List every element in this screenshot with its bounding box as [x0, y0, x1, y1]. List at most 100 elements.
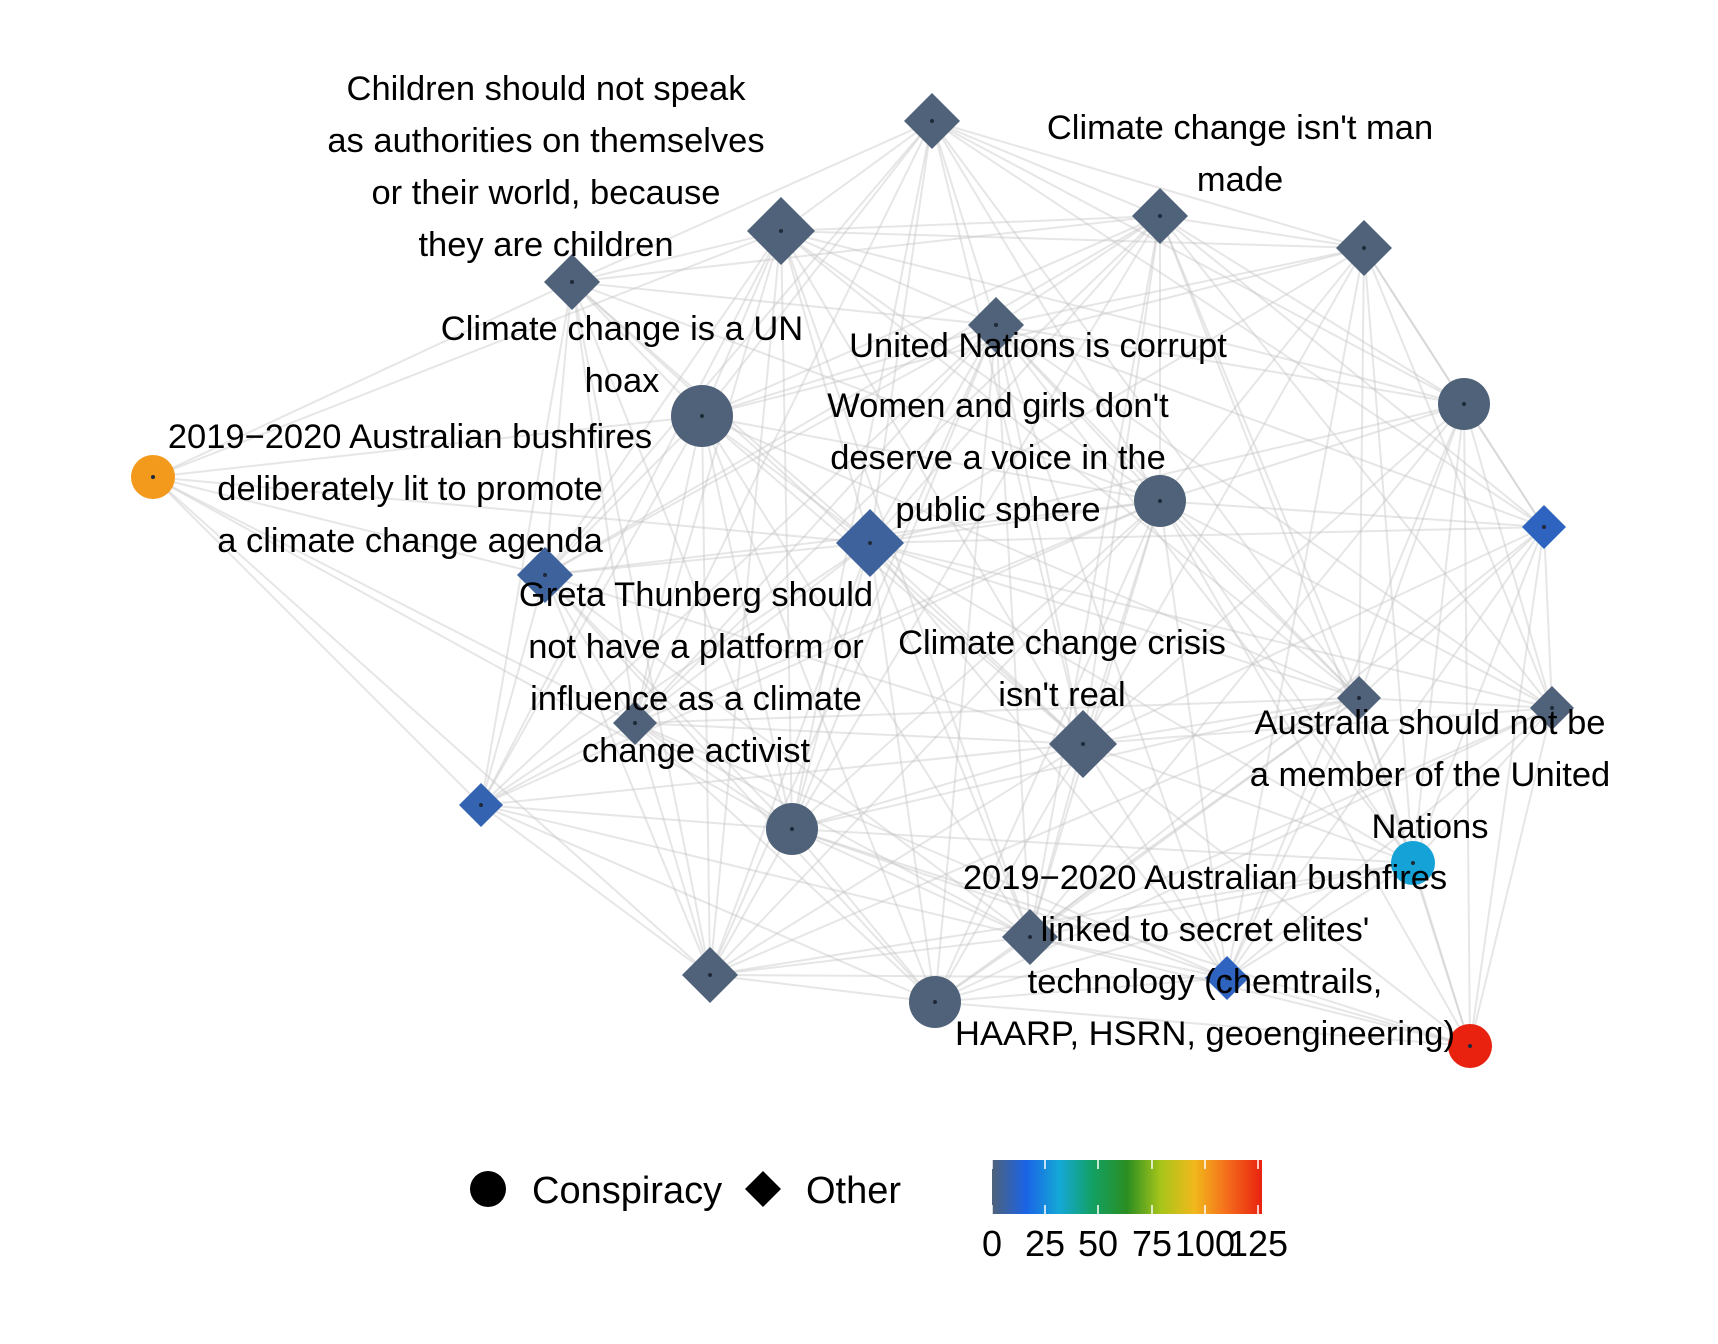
edge	[1358, 697, 1414, 864]
edge	[634, 230, 782, 724]
edge	[869, 542, 1228, 979]
edge	[709, 697, 1360, 976]
node-center-dot	[1462, 402, 1466, 406]
edge	[701, 415, 1161, 502]
edge	[709, 974, 936, 1003]
edge	[995, 324, 1031, 938]
edge	[1226, 862, 1414, 979]
edge	[780, 230, 997, 326]
edge	[995, 324, 1553, 709]
edge	[152, 476, 871, 544]
edge	[1159, 215, 1365, 249]
edge	[1082, 743, 1228, 979]
edge	[480, 804, 793, 830]
edge	[934, 977, 1228, 1003]
edge	[995, 324, 1161, 502]
edge	[1543, 526, 1553, 709]
node-label: hoax	[585, 362, 660, 400]
edge	[791, 828, 936, 1003]
edge	[1358, 403, 1465, 699]
colorbar-tick-label: 75	[1132, 1223, 1172, 1264]
node-label: or their world, because	[371, 174, 720, 212]
edge	[709, 324, 997, 976]
edge	[934, 862, 1414, 1003]
edge	[1363, 247, 1465, 405]
edge	[780, 230, 793, 830]
node-label: Climate change crisis	[898, 624, 1226, 662]
edge	[1029, 403, 1465, 938]
edge	[931, 120, 1161, 217]
edge	[634, 215, 1161, 724]
node-label: a climate change agenda	[217, 522, 603, 560]
edge	[869, 247, 1365, 544]
edge	[544, 542, 871, 576]
edge	[1159, 500, 1414, 864]
edge	[544, 230, 782, 576]
node-label: Climate change isn't man	[1047, 109, 1433, 147]
edge	[869, 215, 1161, 544]
edge	[1226, 707, 1553, 979]
edge	[1226, 697, 1360, 979]
node-label: not have a platform or	[528, 628, 864, 666]
edge	[1029, 500, 1161, 938]
node-label: Children should not speak	[347, 70, 747, 108]
edge	[869, 542, 936, 1003]
edge	[869, 120, 933, 544]
edge	[791, 324, 997, 830]
edge	[1363, 247, 1414, 864]
edge	[701, 415, 936, 1003]
edge	[152, 476, 636, 724]
edge	[780, 230, 1031, 938]
edge	[634, 542, 871, 724]
edge	[780, 120, 933, 232]
node-label: change activist	[582, 732, 811, 770]
edge	[701, 415, 871, 544]
edge	[571, 281, 1161, 502]
node-label: Climate change is a UN	[441, 310, 803, 348]
edge	[544, 120, 933, 576]
edge	[934, 1001, 1471, 1047]
edge	[934, 743, 1084, 1003]
edge	[709, 500, 1161, 976]
node-center-dot	[930, 119, 934, 123]
edge	[634, 722, 936, 1003]
node-center-dot	[479, 803, 483, 807]
colorbar-tick-label: 50	[1078, 1223, 1118, 1264]
edge	[931, 120, 1545, 528]
edge	[1358, 697, 1553, 709]
edge	[1226, 247, 1365, 979]
edge	[995, 324, 1228, 979]
edge	[931, 120, 1465, 405]
edge	[1412, 862, 1471, 1047]
edge	[1029, 215, 1161, 938]
edge	[634, 120, 933, 724]
edge	[571, 281, 997, 326]
node-center-dot	[1468, 1044, 1472, 1048]
legend-conspiracy-circle-icon	[470, 1171, 506, 1207]
edge	[709, 936, 1031, 976]
node-label: public sphere	[895, 491, 1100, 529]
edge	[544, 281, 573, 576]
edge	[1029, 936, 1228, 979]
edge	[1082, 215, 1161, 745]
edge	[634, 324, 997, 724]
edge	[934, 500, 1161, 1003]
edge	[480, 804, 1031, 938]
node-label: Women and girls don't	[827, 387, 1169, 425]
legend-other-diamond-icon	[745, 1171, 781, 1207]
edge	[1159, 215, 1553, 709]
edge	[1226, 977, 1471, 1047]
edge	[1469, 707, 1553, 1047]
edge	[544, 574, 711, 976]
edge	[701, 230, 782, 417]
edge	[1463, 403, 1471, 1047]
edge	[869, 542, 1553, 709]
node-label: technology (chemtrails,	[1028, 963, 1383, 1001]
edge	[1082, 743, 1414, 864]
node-label: Nations	[1372, 808, 1489, 846]
edge	[791, 828, 1414, 864]
node-label: HAARP, HSRN, geoengineering)	[955, 1015, 1455, 1053]
node-center-dot	[1225, 976, 1229, 980]
